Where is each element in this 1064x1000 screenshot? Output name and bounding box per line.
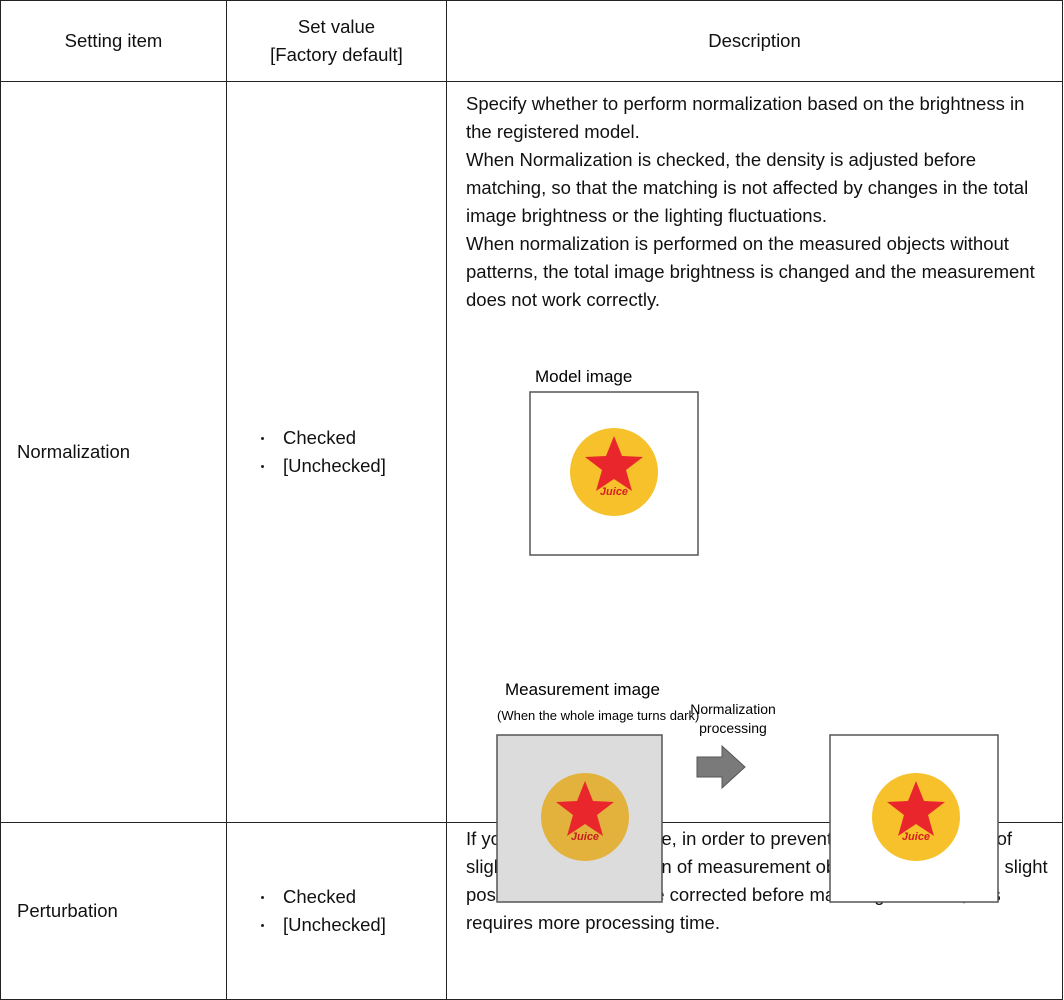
process-label: processing: [699, 720, 767, 736]
value-item: [Unchecked]: [251, 452, 446, 480]
value-text: [Unchecked]: [283, 455, 386, 476]
setting-item: Perturbation: [0, 822, 227, 1000]
figure-note: (When the whole image turns dark): [497, 708, 699, 723]
value-text: Checked: [283, 427, 357, 448]
paragraph: Specify whether to perform normalization…: [466, 93, 1025, 142]
paragraph: When normalization is performed on the m…: [466, 233, 1035, 310]
value-item: Checked: [251, 883, 446, 911]
value-text: Checked: [283, 886, 357, 907]
set-values: Checked [Unchecked]: [226, 822, 447, 1000]
header-text: [Factory default]: [270, 44, 403, 65]
header-row: Setting item Set value [Factory default] …: [0, 0, 1063, 82]
logo-text: Juice: [902, 831, 930, 843]
header-cell: Description: [446, 0, 1063, 82]
set-values: Checked [Unchecked]: [226, 81, 447, 823]
logo-text: Juice: [571, 831, 599, 843]
value-item: Checked: [251, 424, 446, 452]
header-cell: Setting item: [0, 0, 227, 82]
paragraph: When Normalization is checked, the densi…: [466, 149, 1029, 226]
header-text: Set value: [297, 16, 376, 37]
value-item: [Unchecked]: [251, 911, 446, 939]
setting-item: Normalization: [0, 81, 227, 823]
value-text: [Unchecked]: [283, 914, 386, 935]
figure-label: Measurement image: [505, 680, 660, 699]
logo-text: Juice: [600, 486, 628, 498]
figure-label: Model image: [535, 367, 632, 386]
arrow: [696, 744, 746, 790]
process-label: Normalization: [690, 701, 776, 717]
